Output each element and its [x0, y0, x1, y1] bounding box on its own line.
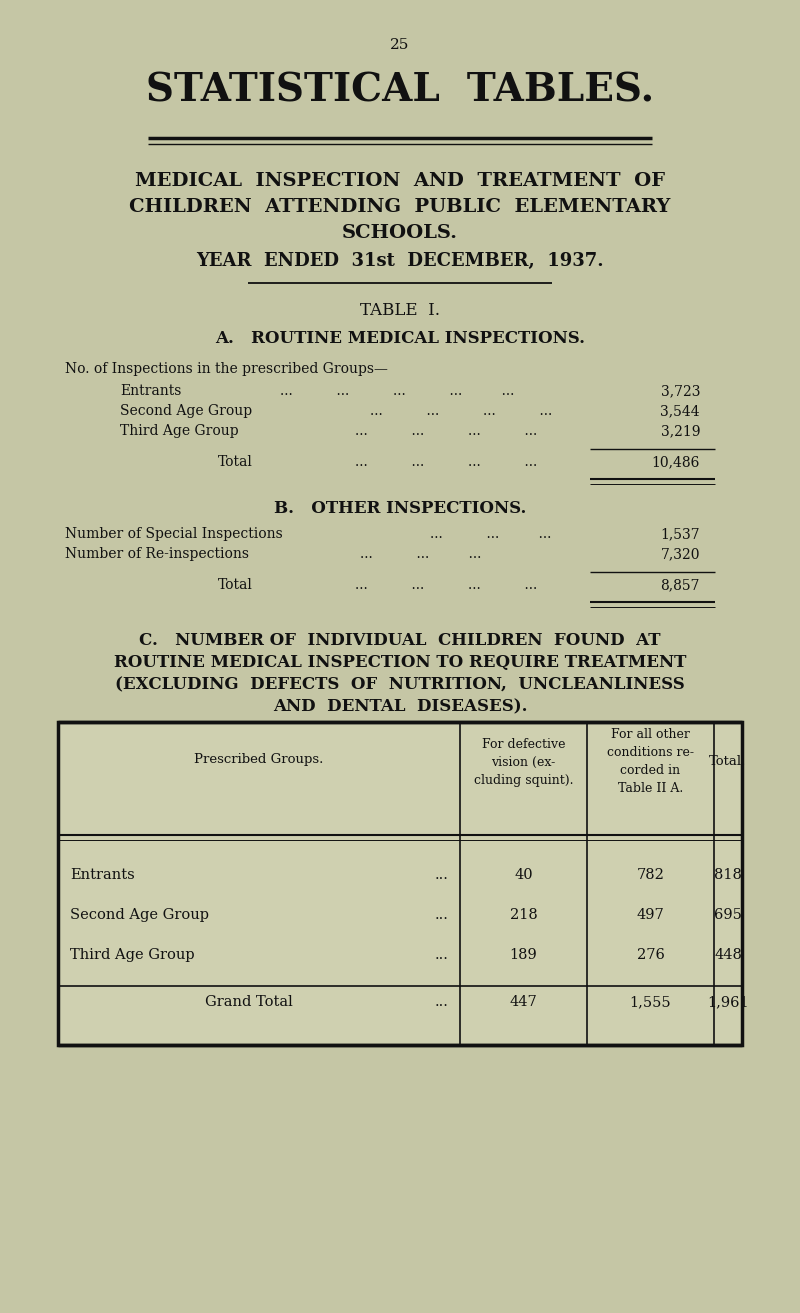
Text: Entrants: Entrants	[70, 868, 134, 882]
Text: For defective: For defective	[482, 738, 566, 751]
Text: CHILDREN  ATTENDING  PUBLIC  ELEMENTARY: CHILDREN ATTENDING PUBLIC ELEMENTARY	[130, 198, 670, 217]
Text: Total.: Total.	[710, 755, 746, 768]
Text: Total: Total	[218, 578, 253, 592]
Text: corded in: corded in	[621, 764, 681, 777]
Text: ...          ...          ...          ...         ...: ... ... ... ... ...	[280, 383, 514, 398]
Text: YEAR  ENDED  31st  DECEMBER,  1937.: YEAR ENDED 31st DECEMBER, 1937.	[196, 252, 604, 270]
Text: ...          ...          ...          ...: ... ... ... ...	[370, 404, 552, 418]
Text: B.   OTHER INSPECTIONS.: B. OTHER INSPECTIONS.	[274, 500, 526, 517]
Text: Grand Total: Grand Total	[205, 995, 293, 1008]
Text: 1,537: 1,537	[660, 527, 700, 541]
Text: For all other: For all other	[611, 727, 690, 741]
Text: Second Age Group: Second Age Group	[120, 404, 252, 418]
Text: 8,857: 8,857	[661, 578, 700, 592]
Text: cluding squint).: cluding squint).	[474, 773, 574, 786]
Text: Second Age Group: Second Age Group	[70, 909, 209, 922]
Text: 3,544: 3,544	[660, 404, 700, 418]
Text: 497: 497	[637, 909, 664, 922]
Text: 7,320: 7,320	[661, 548, 700, 561]
Text: A.   ROUTINE MEDICAL INSPECTIONS.: A. ROUTINE MEDICAL INSPECTIONS.	[215, 330, 585, 347]
Text: Entrants: Entrants	[120, 383, 182, 398]
Text: conditions re-: conditions re-	[607, 746, 694, 759]
Bar	[58, 722, 742, 1045]
Text: 1,961: 1,961	[707, 995, 749, 1008]
Text: Total: Total	[218, 456, 253, 469]
Text: Third Age Group: Third Age Group	[120, 424, 238, 439]
Text: C.   NUMBER OF  INDIVIDUAL  CHILDREN  FOUND  AT: C. NUMBER OF INDIVIDUAL CHILDREN FOUND A…	[139, 632, 661, 649]
Text: Third Age Group: Third Age Group	[70, 948, 194, 962]
Text: ...          ...          ...          ...: ... ... ... ...	[355, 578, 538, 592]
Text: 218: 218	[510, 909, 538, 922]
Text: 447: 447	[510, 995, 538, 1008]
Text: 3,723: 3,723	[661, 383, 700, 398]
Text: vision (ex-: vision (ex-	[491, 756, 556, 769]
Text: ...          ...         ...: ... ... ...	[430, 527, 551, 541]
Text: ...          ...          ...          ...: ... ... ... ...	[355, 424, 538, 439]
Text: ...: ...	[434, 995, 448, 1008]
Text: 10,486: 10,486	[652, 456, 700, 469]
Text: SCHOOLS.: SCHOOLS.	[342, 225, 458, 242]
Text: ROUTINE MEDICAL INSPECTION TO REQUIRE TREATMENT: ROUTINE MEDICAL INSPECTION TO REQUIRE TR…	[114, 654, 686, 671]
Text: 448: 448	[714, 948, 742, 962]
Text: ...: ...	[434, 909, 448, 922]
Text: 782: 782	[637, 868, 665, 882]
Text: 25: 25	[390, 38, 410, 53]
Text: AND  DENTAL  DISEASES).: AND DENTAL DISEASES).	[273, 699, 527, 716]
Text: 276: 276	[637, 948, 665, 962]
Text: ...: ...	[434, 948, 448, 962]
Text: 1,555: 1,555	[630, 995, 671, 1008]
Text: Number of Special Inspections: Number of Special Inspections	[65, 527, 282, 541]
Text: Number of Re-inspections: Number of Re-inspections	[65, 548, 249, 561]
Text: 40: 40	[514, 868, 533, 882]
Text: ...          ...         ...: ... ... ...	[360, 548, 482, 561]
Text: 3,219: 3,219	[661, 424, 700, 439]
Text: Table II A.: Table II A.	[618, 783, 683, 794]
Text: TABLE  I.: TABLE I.	[360, 302, 440, 319]
Text: 189: 189	[510, 948, 538, 962]
Text: Prescribed Groups.: Prescribed Groups.	[194, 752, 324, 765]
Text: STATISTICAL  TABLES.: STATISTICAL TABLES.	[146, 72, 654, 110]
Text: (EXCLUDING  DEFECTS  OF  NUTRITION,  UNCLEANLINESS: (EXCLUDING DEFECTS OF NUTRITION, UNCLEAN…	[115, 676, 685, 693]
Text: 695: 695	[714, 909, 742, 922]
Text: 818: 818	[714, 868, 742, 882]
Text: ...          ...          ...          ...: ... ... ... ...	[355, 456, 538, 469]
Text: No. of Inspections in the prescribed Groups—: No. of Inspections in the prescribed Gro…	[65, 362, 388, 376]
Text: ...: ...	[434, 868, 448, 882]
Text: MEDICAL  INSPECTION  AND  TREATMENT  OF: MEDICAL INSPECTION AND TREATMENT OF	[135, 172, 665, 190]
